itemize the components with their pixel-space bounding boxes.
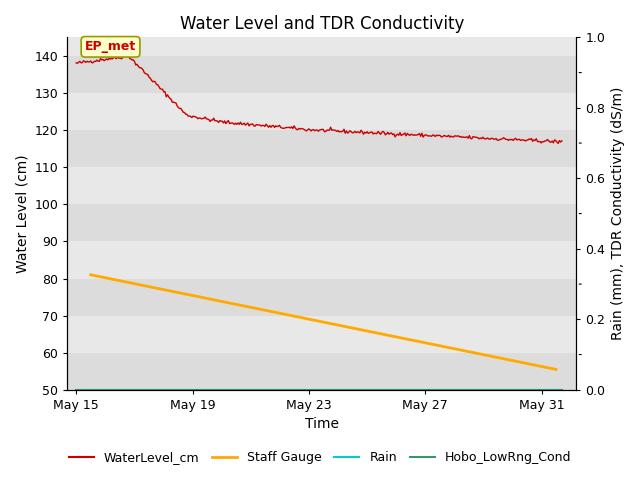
Bar xyxy=(67,353,577,390)
Text: EP_met: EP_met xyxy=(85,40,136,53)
Legend: WaterLevel_cm, Staff Gauge, Rain, Hobo_LowRng_Cond: WaterLevel_cm, Staff Gauge, Rain, Hobo_L… xyxy=(64,446,576,469)
Title: Water Level and TDR Conductivity: Water Level and TDR Conductivity xyxy=(180,15,464,33)
Bar xyxy=(67,204,577,241)
Bar xyxy=(67,316,577,353)
Bar xyxy=(67,93,577,130)
Bar xyxy=(67,241,577,278)
Bar xyxy=(67,278,577,316)
Bar xyxy=(67,130,577,167)
Bar xyxy=(67,167,577,204)
Y-axis label: Water Level (cm): Water Level (cm) xyxy=(15,154,29,273)
Y-axis label: Rain (mm), TDR Conductivity (dS/m): Rain (mm), TDR Conductivity (dS/m) xyxy=(611,87,625,340)
Bar xyxy=(67,56,577,93)
X-axis label: Time: Time xyxy=(305,418,339,432)
